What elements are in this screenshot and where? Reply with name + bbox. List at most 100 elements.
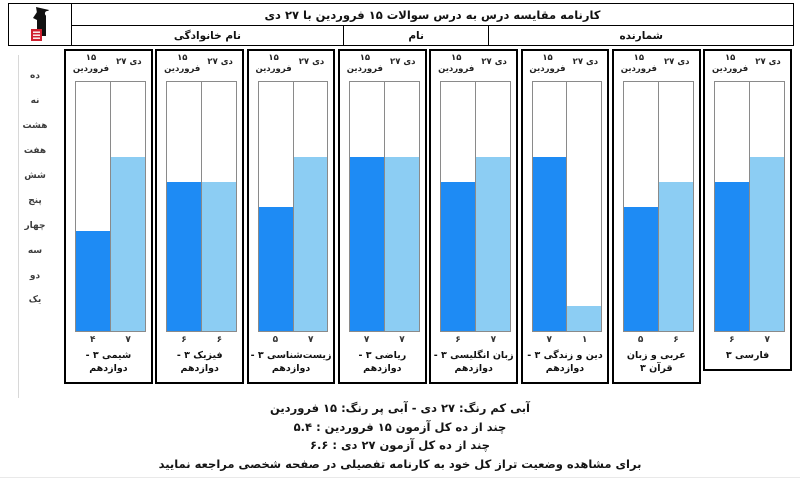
- subject-column: ۱۵ فروردین دی ۲۷ ۷ ۱ دین و زندگی ۳ - دوا…: [520, 49, 610, 384]
- subject-name: زبان انگلیسی ۳ - دوازدهم: [433, 350, 514, 374]
- bar-slot-15farvardin: [623, 82, 658, 331]
- subject-name: شیمی ۳ - دوازدهم: [85, 350, 132, 374]
- bar-27dey: [110, 156, 145, 331]
- bar-slot-15farvardin: [349, 82, 384, 331]
- subject-name: عربی و زبان قرآن ۳: [626, 350, 686, 374]
- score-values-row: ۷ ۷: [349, 332, 420, 348]
- score-27dey: ۷: [764, 335, 771, 345]
- bar-27dey: [658, 181, 693, 331]
- header-right-section: کارنامه مقایسه درس به درس سوالات ۱۵ فرور…: [72, 4, 793, 45]
- header-15farvardin-label: ۱۵ فروردین: [346, 53, 383, 74]
- subject-column: ۱۵ فروردین دی ۲۷ ۵ ۷ زیست‌شناسی ۳ - دواز…: [246, 49, 336, 384]
- header-15farvardin-label: ۱۵ فروردین: [712, 53, 749, 74]
- score-15farvardin: ۶: [455, 335, 461, 345]
- subject-name: زیست‌شناسی ۳ - دوازدهم: [250, 350, 332, 374]
- score-27dey: ۶: [673, 335, 679, 345]
- avg-15farvardin-line: چند از ده کل آزمون ۱۵ فروردین : ۵.۴: [293, 419, 507, 434]
- bar-15farvardin: [715, 181, 750, 331]
- personal-page-note-line: برای مشاهده وضعیت تراز کل خود به کارنامه…: [158, 456, 642, 471]
- bar-plot-box: [440, 81, 512, 332]
- bar-slot-27dey: [475, 82, 511, 331]
- header-27dey-label: دی ۲۷: [207, 57, 233, 67]
- bar-slot-27dey: [109, 82, 145, 331]
- subject-column: ۱۵ فروردین دی ۲۷ ۶ ۶ فیزیک ۳ - دوازدهم: [155, 49, 245, 384]
- y-tick-8: هشت: [22, 121, 48, 132]
- header-table: کارنامه مقایسه درس به درس سوالات ۱۵ فرور…: [8, 3, 794, 46]
- report-title: کارنامه مقایسه درس به درس سوالات ۱۵ فرور…: [72, 4, 793, 26]
- column-date-headers: ۱۵ فروردین دی ۲۷: [431, 51, 516, 81]
- bar-slot-27dey: [566, 82, 602, 331]
- bar-slot-15farvardin: [441, 82, 476, 331]
- last-name-field: نام خانوادگی: [72, 26, 344, 45]
- subject-column: ۱۵ فروردین دی ۲۷ ۵ ۶ عربی و زبان قرآن ۳: [611, 49, 701, 384]
- bar-slot-27dey: [657, 82, 693, 331]
- y-tick-3: سه: [27, 245, 43, 256]
- score-27dey: ۱: [581, 335, 588, 345]
- score-27dey: ۶: [216, 335, 223, 345]
- bar-plot-box: [531, 81, 603, 332]
- bar-27dey: [567, 306, 602, 331]
- column-date-headers: ۱۵ فروردین دی ۲۷: [157, 51, 242, 81]
- bar-slot-15farvardin: [258, 82, 293, 331]
- bar-plot-box: [75, 81, 146, 332]
- column-date-headers: ۱۵ فروردین دی ۲۷: [705, 51, 790, 81]
- y-tick-9: نه: [30, 96, 40, 107]
- bar-15farvardin: [623, 206, 658, 331]
- score-values-row: ۵ ۷: [258, 332, 329, 348]
- color-legend-line: آبی کم رنگ: ۲۷ دی - آبی پر رنگ: ۱۵ فرورد…: [270, 401, 530, 415]
- bar-plot-box: [257, 81, 329, 332]
- axis-divider-line: [18, 55, 19, 398]
- bar-15farvardin: [441, 181, 476, 331]
- header-27dey-label: دی ۲۷: [755, 57, 781, 67]
- bar-slot-15farvardin: [76, 82, 110, 331]
- column-date-headers: ۱۵ فروردین دی ۲۷: [614, 51, 699, 81]
- bar-slot-15farvardin: [167, 82, 202, 331]
- subject-column: ۱۵ فروردین دی ۲۷ ۶ ۷ فارسی ۳: [703, 49, 792, 371]
- subject-column: ۱۵ فروردین دی ۲۷ ۶ ۷ زبان انگلیسی ۳ - دو…: [429, 49, 519, 384]
- bar-27dey: [293, 156, 328, 331]
- score-27dey: ۷: [399, 335, 405, 345]
- header-15farvardin-label: ۱۵ فروردین: [164, 53, 201, 74]
- bar-27dey: [202, 181, 237, 331]
- score-values-row: ۴ ۷: [75, 332, 146, 348]
- bar-27dey: [750, 156, 784, 331]
- score-15farvardin: ۶: [729, 335, 735, 345]
- score-27dey: ۷: [125, 335, 131, 345]
- header-fields-row: نام خانوادگی نام شمارنده: [72, 26, 793, 45]
- subject-columns: ۱۵ فروردین دی ۲۷ ۶ ۷ فارسی ۳ ۱۵ فروردین …: [64, 49, 792, 384]
- y-tick-7: هفت: [23, 146, 47, 157]
- header-27dey-label: دی ۲۷: [481, 57, 507, 67]
- column-date-headers: ۱۵ فروردین دی ۲۷: [66, 51, 151, 81]
- score-15farvardin: ۴: [89, 335, 96, 345]
- y-axis-labels: ده نه هشت هفت شش پنج چهار سه دو یک: [20, 64, 50, 313]
- first-name-field: نام: [344, 26, 490, 45]
- column-date-headers: ۱۵ فروردین دی ۲۷: [249, 51, 334, 81]
- score-values-row: ۶ ۷: [714, 332, 785, 348]
- score-15farvardin: ۵: [637, 335, 644, 345]
- bar-slot-27dey: [383, 82, 419, 331]
- y-tick-5: پنج: [28, 195, 42, 206]
- bottom-divider-line: [0, 477, 800, 478]
- score-15farvardin: ۵: [272, 335, 279, 345]
- header-27dey-label: دی ۲۷: [390, 57, 416, 67]
- bar-15farvardin: [532, 156, 567, 331]
- bar-plot-box: [714, 81, 785, 332]
- score-values-row: ۷ ۱: [532, 332, 603, 348]
- score-15farvardin: ۶: [181, 335, 187, 345]
- bar-15farvardin: [349, 156, 384, 331]
- y-tick-10: ده: [30, 71, 40, 82]
- header-27dey-label: دی ۲۷: [116, 57, 142, 67]
- column-date-headers: ۱۵ فروردین دی ۲۷: [523, 51, 608, 81]
- counter-field: شمارنده: [619, 29, 664, 42]
- header-15farvardin-label: ۱۵ فروردین: [529, 53, 566, 74]
- kanoon-logo-icon: [31, 6, 51, 41]
- header-15farvardin-label: ۱۵ فروردین: [620, 53, 657, 74]
- bar-plot-box: [166, 81, 238, 332]
- y-tick-1: یک: [28, 295, 42, 306]
- header-15farvardin-label: ۱۵ فروردین: [438, 53, 475, 74]
- score-values-row: ۵ ۶: [623, 332, 694, 348]
- subject-column: ۱۵ فروردین دی ۲۷ ۷ ۷ ریاضی ۳ - دوازدهم: [337, 49, 427, 384]
- score-27dey: ۷: [307, 335, 314, 345]
- bar-plot-box: [348, 81, 420, 332]
